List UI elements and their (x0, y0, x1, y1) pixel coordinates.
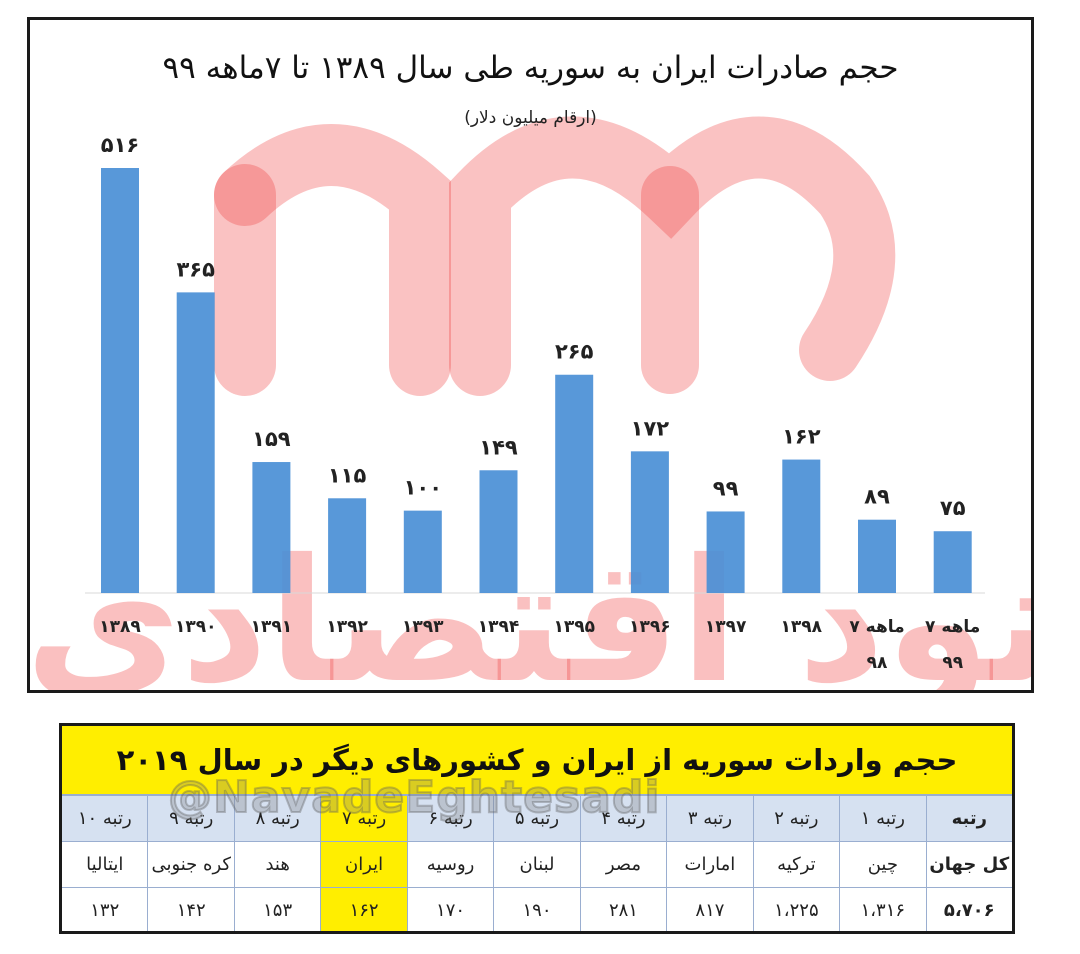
bar-value-label: ۱۴۹ (479, 435, 518, 459)
bar (858, 519, 896, 593)
chart-title: حجم صادرات ایران به سوریه طی سال ۱۳۸۹ تا… (162, 50, 899, 86)
bar (403, 510, 442, 593)
table-cell-country: هند (234, 842, 321, 888)
table-cell-country: کره جنوبی (148, 842, 234, 888)
table-cell-country: ایران (321, 842, 407, 888)
table-column: رتبه ۴ مصر ۲۸۱ (579, 796, 667, 931)
table-column-total: رتبه کل جهان ۵،۷۰۶ (925, 796, 1012, 931)
category-label: ۱۳۹۷ (705, 617, 747, 637)
bar-value-label: ۸۹ (864, 485, 890, 509)
bar (630, 451, 669, 593)
table-cell-country: ترکیه (753, 842, 840, 888)
table-cell-value: ۱۶۲ (321, 888, 407, 931)
table-cell-country: امارات (667, 842, 753, 888)
table-column: رتبه ۷ ایران ۱۶۲ (320, 796, 407, 931)
table-cell-value: ۱،۳۱۶ (860, 900, 906, 921)
category-label: ۷ ماهه ۹۸ (849, 617, 904, 673)
bar-value-label: ۱۶۲ (782, 425, 821, 449)
category-label: ۱۳۹۸ (781, 617, 823, 637)
chart-subtitle: (ارقام میلیون دلار) (464, 108, 597, 128)
table-cell-country: ایتالیا (62, 842, 148, 888)
category-label: ۱۳۹۰ (175, 617, 217, 637)
category-label: ۱۳۹۲ (326, 617, 368, 637)
table-cell-rank: رتبه ۳ (667, 796, 753, 842)
bar-value-label: ۳۶۵ (176, 257, 215, 281)
table-column: رتبه ۶ روسیه ۱۷۰ (406, 796, 494, 931)
table-cell-country: مصر (580, 842, 667, 888)
table-column: رتبه ۹ کره جنوبی ۱۴۲ (147, 796, 234, 931)
table-cell-value: ۱۹۰ (522, 900, 552, 921)
bar (782, 459, 821, 593)
table-column: رتبه ۲ ترکیه ۱،۲۲۵ (752, 796, 840, 931)
table-column: رتبه ۳ امارات ۸۱۷ (666, 796, 753, 931)
table-cell-rank: رتبه ۲ (753, 796, 840, 842)
table-cell-value: ۱۴۲ (176, 900, 206, 921)
category-label: ۱۳۸۹ (99, 617, 141, 637)
table-cell-country: لبنان (494, 842, 580, 888)
table-cell-country: کل جهان (926, 842, 1012, 888)
table-cell-rank: رتبه (926, 796, 1012, 842)
bar-value-label: ۱۵۹ (252, 427, 291, 451)
table-cell-value: ۱۵۳ (263, 900, 293, 921)
table-cell-rank: رتبه ۸ (234, 796, 321, 842)
table-cell-value: ۱۷۰ (436, 900, 466, 921)
bar (328, 498, 367, 593)
table-column: رتبه ۱۰ ایتالیا ۱۳۲ (62, 796, 148, 931)
bar (101, 168, 139, 593)
table-cell-rank: رتبه ۱ (840, 796, 926, 842)
category-label: ۷ ماهه ۹۹ (925, 617, 980, 673)
table-cell-country: روسیه (407, 842, 494, 888)
table-cell-value: ۱۳۲ (90, 900, 120, 921)
table-cell-value: ۸۱۷ (695, 900, 725, 921)
import-table: حجم واردات سوریه از ایران و کشورهای دیگر… (59, 723, 1015, 934)
table-cell-rank: رتبه ۶ (407, 796, 494, 842)
table-cell-value: ۱،۲۲۵ (774, 900, 819, 921)
bar-chart: ۵۱۶ ۳۶۵ ۱۵۹ ۱۱۵ ۱۰۰ ۱۴۹ ۲۶۵ ۱۷۲ ۹۹ ۱۶۲ ۸۹ ۷۵ ۱۳۸۹ ۱۳… (85, 133, 985, 673)
table-cell-value: ۵،۷۰۶ (943, 900, 995, 921)
table-cell-rank: رتبه ۷ (321, 796, 407, 842)
category-label: ۱۳۹۵ (553, 617, 595, 637)
bar-value-label: ۹۹ (713, 476, 739, 500)
table-column: رتبه ۵ لبنان ۱۹۰ (493, 796, 580, 931)
table-cell-rank: رتبه ۹ (148, 796, 234, 842)
table-column: رتبه ۸ هند ۱۵۳ (233, 796, 321, 931)
bar (479, 470, 518, 593)
bar-value-label: ۱۰۰ (404, 476, 442, 500)
category-label: ۱۳۹۴ (478, 617, 520, 637)
bar-value-label: ۱۷۲ (631, 416, 670, 440)
chart-panel: نود اقتصادی حجم صادرات ایران به سوریه طی… (27, 17, 1034, 693)
bar (176, 292, 215, 593)
bar (933, 531, 972, 593)
bar-value-label: ۱۱۵ (328, 463, 367, 487)
bar-value-label: ۲۶۵ (555, 340, 594, 364)
table-cell-country: چین (840, 842, 926, 888)
bar (706, 511, 745, 593)
category-label: ۱۳۹۱ (251, 617, 293, 637)
bar (555, 374, 594, 593)
table-cell-rank: رتبه ۴ (580, 796, 667, 842)
table-cell-rank: رتبه ۱۰ (62, 796, 148, 842)
table-column: رتبه ۱ چین ۱،۳۱۶ (839, 796, 926, 931)
category-label: ۱۳۹۳ (402, 617, 444, 637)
bar-value-label: ۵۱۶ (101, 133, 139, 157)
category-label: ۱۳۹۶ (629, 617, 671, 637)
bar (252, 462, 291, 593)
table-grid: رتبه کل جهان ۵،۷۰۶ رتبه ۱ چین ۱،۳۱۶ رتبه ۲ ترکی… (62, 796, 1012, 931)
table-cell-value: ۲۸۱ (608, 900, 638, 921)
table-cell-rank: رتبه ۵ (494, 796, 580, 842)
bar-value-label: ۷۵ (940, 496, 966, 520)
table-title: حجم واردات سوریه از ایران و کشورهای دیگر… (62, 726, 1012, 796)
